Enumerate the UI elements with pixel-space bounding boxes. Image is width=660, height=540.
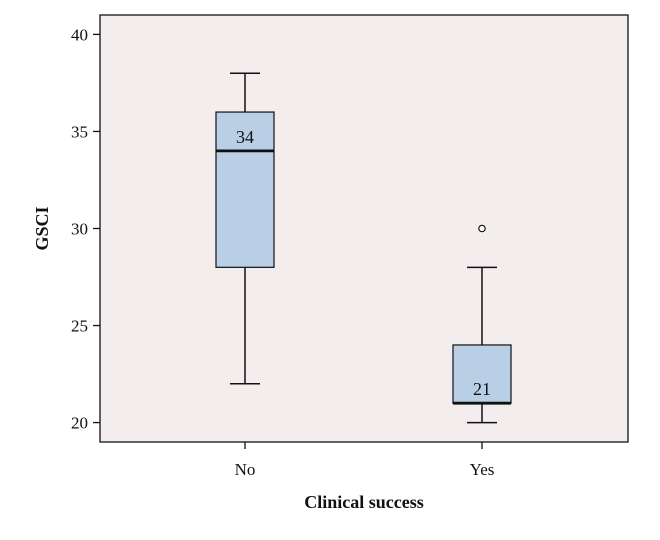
- plot-area: [99, 14, 629, 443]
- y-axis: 20 25 30 35 40: [71, 25, 100, 433]
- x-tick-label: Yes: [470, 460, 495, 479]
- boxes: 34 21: [215, 72, 512, 424]
- y-tick-label: 30: [71, 220, 88, 239]
- box-yes: 21: [452, 224, 512, 424]
- y-tick-label: 25: [71, 317, 88, 336]
- x-tick-label: No: [235, 460, 256, 479]
- median-label: 21: [473, 379, 491, 399]
- iqr-box: [215, 111, 275, 268]
- y-axis-title: GSCI: [32, 206, 52, 250]
- outlier-point: [478, 224, 486, 233]
- y-tick-label: 40: [71, 25, 88, 44]
- median-label: 34: [236, 127, 254, 147]
- x-axis-title: Clinical success: [304, 492, 424, 512]
- x-axis: No Yes: [235, 442, 495, 479]
- y-tick-label: 20: [71, 414, 88, 433]
- y-tick-label: 35: [71, 122, 88, 141]
- box-no: 34: [215, 72, 275, 385]
